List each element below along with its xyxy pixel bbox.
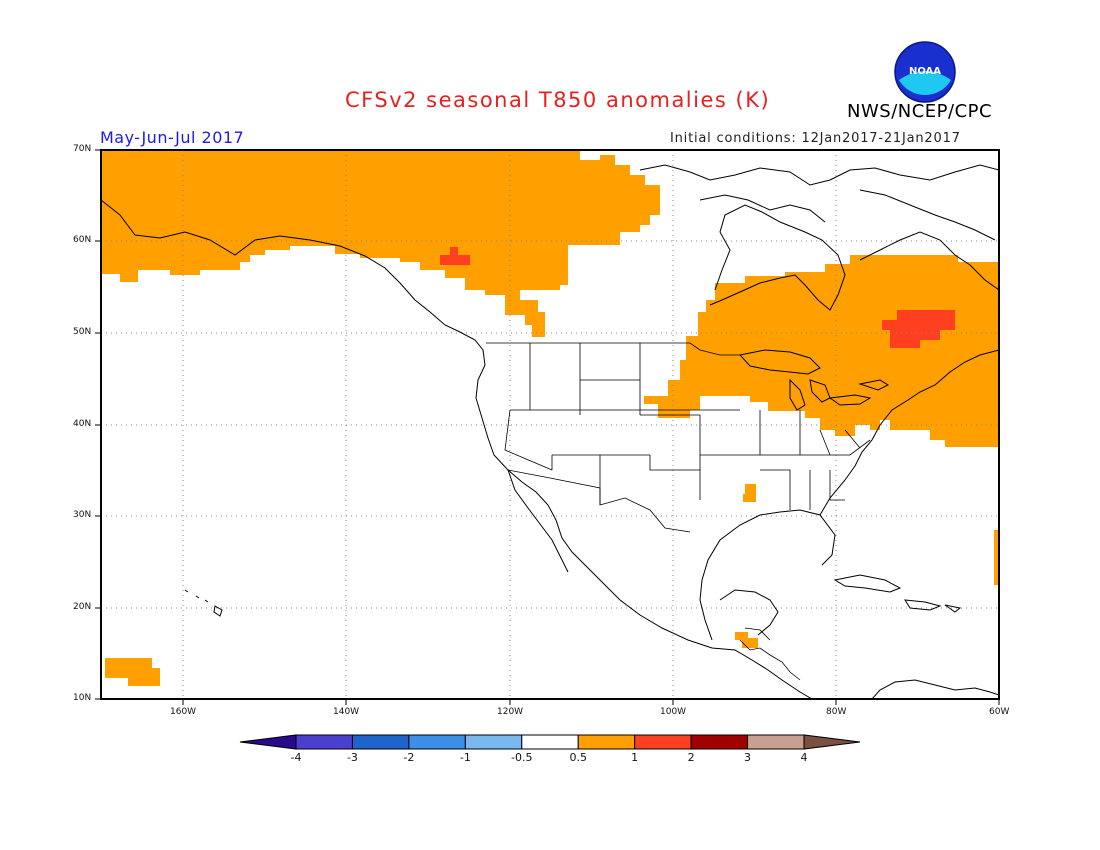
anomaly-region-yukon-red xyxy=(440,247,470,265)
lat-label-60n: 60N xyxy=(73,235,92,245)
lat-label-10n: 10N xyxy=(73,693,92,703)
anomaly-region-pacific xyxy=(105,658,160,686)
anomaly-region-gulf xyxy=(743,484,756,502)
colorbar-tick-label: 3 xyxy=(744,751,752,764)
colorbar-tick-label: -3 xyxy=(346,751,358,764)
agency-label: NWS/NCEP/CPC xyxy=(847,101,993,122)
lat-label-40n: 40N xyxy=(73,419,92,429)
coastlines xyxy=(101,164,999,699)
lon-label-140w: 140W xyxy=(333,707,360,717)
colorbar-tick-label: 2 xyxy=(687,751,695,764)
lat-label-70n: 70N xyxy=(73,144,92,154)
noaa-logo-text: NOAA xyxy=(909,66,941,77)
colorbar-tick-label: -0.5 xyxy=(511,751,533,764)
colorbar-box xyxy=(634,734,692,750)
lat-label-50n: 50N xyxy=(73,327,92,337)
forecast-period: May-Jun-Jul 2017 xyxy=(100,128,245,147)
anomaly-region-central-america xyxy=(735,632,758,648)
colorbar-tick-label: -1 xyxy=(459,751,471,764)
anomaly-region-quebec-red xyxy=(882,310,955,348)
colorbar-arrow-low xyxy=(239,734,297,750)
colorbar-tick-label: 1 xyxy=(631,751,639,764)
lon-label-120w: 120W xyxy=(497,707,524,717)
lat-label-30n: 30N xyxy=(73,510,92,520)
colorbar-box xyxy=(577,734,636,750)
colorbar-box xyxy=(295,734,353,750)
lon-label-80w: 80W xyxy=(826,707,847,717)
colorbar-tick-label: -4 xyxy=(290,751,302,764)
colorbar-tick-label: 0.5 xyxy=(569,751,587,764)
us-state-borders xyxy=(486,342,871,533)
colorbar-box xyxy=(351,734,410,750)
lon-label-60w: 60W xyxy=(989,707,1010,717)
lon-label-100w: 100W xyxy=(660,707,687,717)
colorbar-box xyxy=(690,734,749,750)
colorbar-box xyxy=(747,734,805,750)
lat-label-20n: 20N xyxy=(73,602,92,612)
initial-conditions: Initial conditions: 12Jan2017-21Jan2017 xyxy=(670,131,961,146)
axis-ticks xyxy=(95,149,1000,705)
anomaly-region-bc-coast xyxy=(505,300,545,337)
colorbar-tick-label: 4 xyxy=(800,751,808,764)
colorbar-box xyxy=(408,734,466,750)
anomaly-region-atlantic xyxy=(994,530,999,585)
colorbar-tick-label: -2 xyxy=(403,751,415,764)
lon-label-160w: 160W xyxy=(170,707,197,717)
map-title: CFSv2 seasonal T850 anomalies (K) xyxy=(345,88,771,112)
colorbar-box xyxy=(464,734,523,750)
colorbar-arrow-high xyxy=(803,734,861,750)
anomaly-region-alaska xyxy=(101,150,660,300)
noaa-logo: NOAA xyxy=(894,41,956,103)
colorbar-box xyxy=(521,734,579,750)
